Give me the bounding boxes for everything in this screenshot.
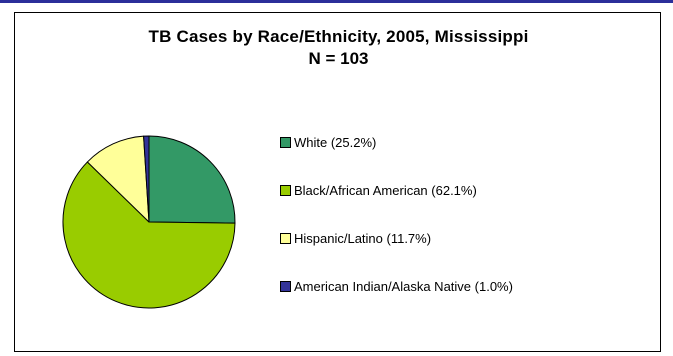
legend-label: Hispanic/Latino (11.7%) bbox=[294, 230, 432, 246]
pie-slice-2 bbox=[62, 161, 236, 309]
legend-swatch bbox=[280, 184, 291, 196]
chart-subtitle: N = 103 bbox=[308, 49, 369, 68]
legend-label: American Indian/Alaska Native (1.0%) bbox=[294, 278, 513, 294]
legend-label: Black/African American (62.1%) bbox=[294, 182, 477, 198]
legend-label: White (25.2%) bbox=[294, 134, 377, 150]
top-rule bbox=[0, 0, 673, 3]
legend-item: Black/African American (62.1%) bbox=[280, 181, 477, 199]
legend-item: White (25.2%) bbox=[280, 133, 376, 151]
chart-title: TB Cases by Race/Ethnicity, 2005, Missis… bbox=[148, 27, 529, 46]
legend-item: Hispanic/Latino (11.7%) bbox=[280, 229, 431, 247]
legend-swatch bbox=[280, 232, 291, 244]
pie-slices bbox=[62, 135, 236, 309]
pie-slice-4 bbox=[143, 135, 150, 223]
pie-slice-3 bbox=[86, 135, 150, 223]
legend-swatch bbox=[280, 280, 291, 292]
legend-swatch bbox=[280, 136, 291, 148]
pie-slice-1 bbox=[148, 135, 236, 224]
legend-item: American Indian/Alaska Native (1.0%) bbox=[280, 277, 513, 295]
chart-frame: TB Cases by Race/Ethnicity, 2005, Missis… bbox=[14, 12, 661, 352]
pie-chart bbox=[62, 135, 236, 309]
